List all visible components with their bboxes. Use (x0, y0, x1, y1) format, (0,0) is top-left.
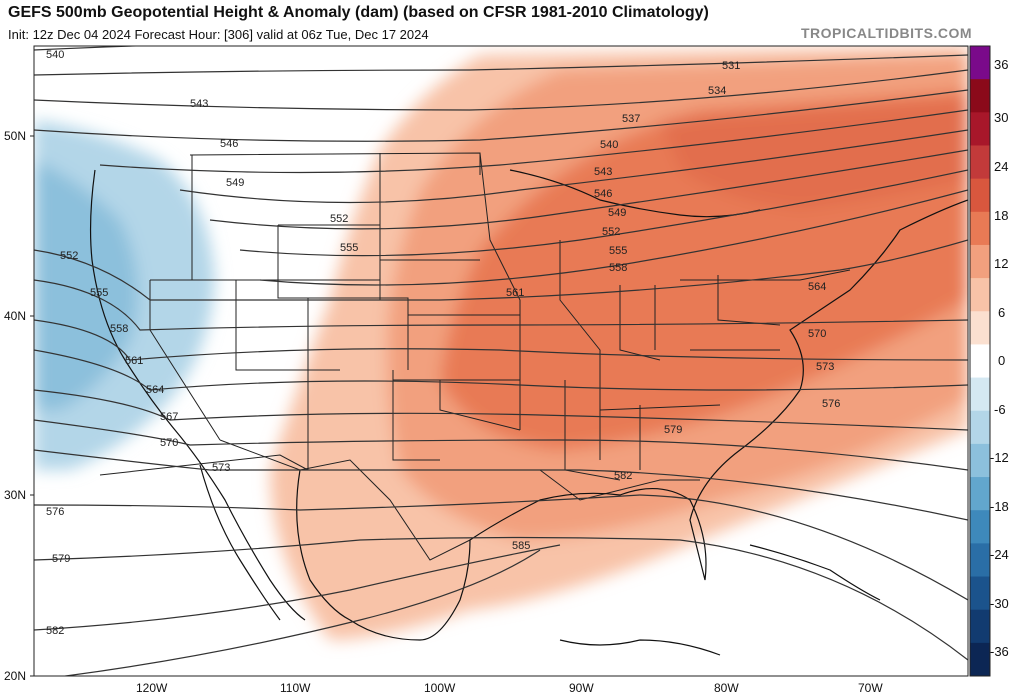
contour-label: 576 (822, 398, 840, 410)
colorbar-tick: 24 (994, 159, 1008, 174)
colorbar-segment (970, 410, 990, 445)
contour-label: 552 (330, 213, 348, 225)
colorbar-tick: -36 (990, 644, 1009, 659)
contour-label: 570 (160, 437, 178, 449)
colorbar-tick: -6 (994, 402, 1006, 417)
colorbar-tick: 12 (994, 256, 1008, 271)
chart-title: GEFS 500mb Geopotential Height & Anomaly… (8, 4, 709, 21)
lat-label: 20N (4, 669, 26, 683)
colorbar-frame (969, 45, 991, 677)
contour-label: 561 (506, 287, 524, 299)
colorbar-tick: 6 (998, 305, 1005, 320)
colorbar-segment (970, 642, 990, 677)
colorbar-tick: 30 (994, 110, 1008, 125)
contour-label: 573 (212, 462, 230, 474)
contour-labels: 540 543 546 549 552 555 558 561 564 567 … (46, 49, 840, 637)
colorbar-segment (970, 178, 990, 213)
anomaly-colorbar (969, 45, 991, 677)
colorbar-segment (970, 576, 990, 611)
contour-label: 543 (594, 166, 612, 178)
colorbar-segment (970, 543, 990, 578)
contour-label: 555 (340, 242, 358, 254)
contour-label: 558 (609, 262, 627, 274)
contour-label: 576 (46, 506, 64, 518)
borders (99, 152, 851, 561)
chart-subtitle: Init: 12z Dec 04 2024 Forecast Hour: [30… (8, 27, 429, 42)
colorbar-segment (970, 145, 990, 180)
contour-label: 537 (622, 113, 640, 125)
colorbar-tick: -18 (990, 499, 1009, 514)
colorbar-segment (970, 443, 990, 478)
lon-label: 80W (714, 681, 739, 695)
contour-label: 543 (190, 98, 208, 110)
contour-label: 567 (160, 411, 178, 423)
contour-label: 552 (60, 250, 78, 262)
colorbar-segment (970, 609, 990, 644)
coastlines (89, 169, 968, 656)
colorbar-segment (970, 79, 990, 113)
colorbar-tick: -24 (990, 547, 1009, 562)
contour-label: 552 (602, 226, 620, 238)
lon-label: 110W (280, 681, 311, 695)
contour-label: 579 (52, 553, 70, 565)
contour-label: 570 (808, 328, 826, 340)
lat-label: 30N (4, 488, 26, 502)
colorbar-segment (970, 278, 990, 312)
contour-label: 564 (808, 281, 826, 293)
contour-label: 549 (226, 177, 244, 189)
lat-label: 40N (4, 309, 26, 323)
height-contours (34, 46, 968, 676)
colorbar-segment (970, 377, 990, 412)
contour-label: 585 (512, 540, 530, 552)
colorbar-labels: 36 30 24 18 12 6 0 -6 -12 -18 -24 -30 -3… (990, 57, 1009, 659)
colorbar-segment (970, 311, 990, 345)
contour-label: 531 (722, 60, 740, 72)
contour-label: 555 (90, 287, 108, 299)
colorbar-segment (970, 510, 990, 544)
contour-label: 540 (46, 49, 64, 61)
contour-label: 564 (146, 384, 164, 396)
colorbar-segment (970, 46, 990, 80)
lat-label: 50N (4, 129, 26, 143)
contour-label: 582 (46, 625, 64, 637)
colorbar-tick: -12 (990, 450, 1009, 465)
contour-label: 582 (614, 470, 632, 482)
map-frame (33, 45, 969, 677)
colorbar-segment (970, 244, 990, 279)
latitude-labels: 50N 40N 30N 20N (4, 129, 34, 683)
contour-label: 558 (110, 323, 128, 335)
lon-label: 120W (136, 681, 168, 695)
contour-label: 534 (708, 85, 726, 97)
longitude-labels: 120W 110W 100W 90W 80W 70W (136, 681, 883, 695)
contour-label: 555 (609, 245, 627, 257)
colorbar-tick: 0 (998, 353, 1005, 368)
colorbar-segment (970, 344, 990, 379)
contour-label: 579 (664, 424, 682, 436)
colorbar-segment (970, 112, 990, 146)
contour-label: 546 (220, 138, 238, 150)
contour-label: 540 (600, 139, 618, 151)
lon-label: 70W (858, 681, 883, 695)
contour-label: 561 (125, 355, 143, 367)
colorbar-segment (970, 211, 990, 246)
contour-label: 549 (608, 207, 626, 219)
contour-label: 546 (594, 188, 612, 200)
lon-label: 100W (424, 681, 456, 695)
colorbar-tick: -30 (990, 596, 1009, 611)
colorbar-tick: 18 (994, 208, 1008, 223)
colorbar-tick: 36 (994, 57, 1008, 72)
contour-label: 573 (816, 361, 834, 373)
lon-label: 90W (569, 681, 594, 695)
colorbar-segment (970, 477, 990, 511)
anomaly-shading (34, 46, 968, 640)
brand-watermark: TROPICALTIDBITS.COM (800, 25, 972, 41)
